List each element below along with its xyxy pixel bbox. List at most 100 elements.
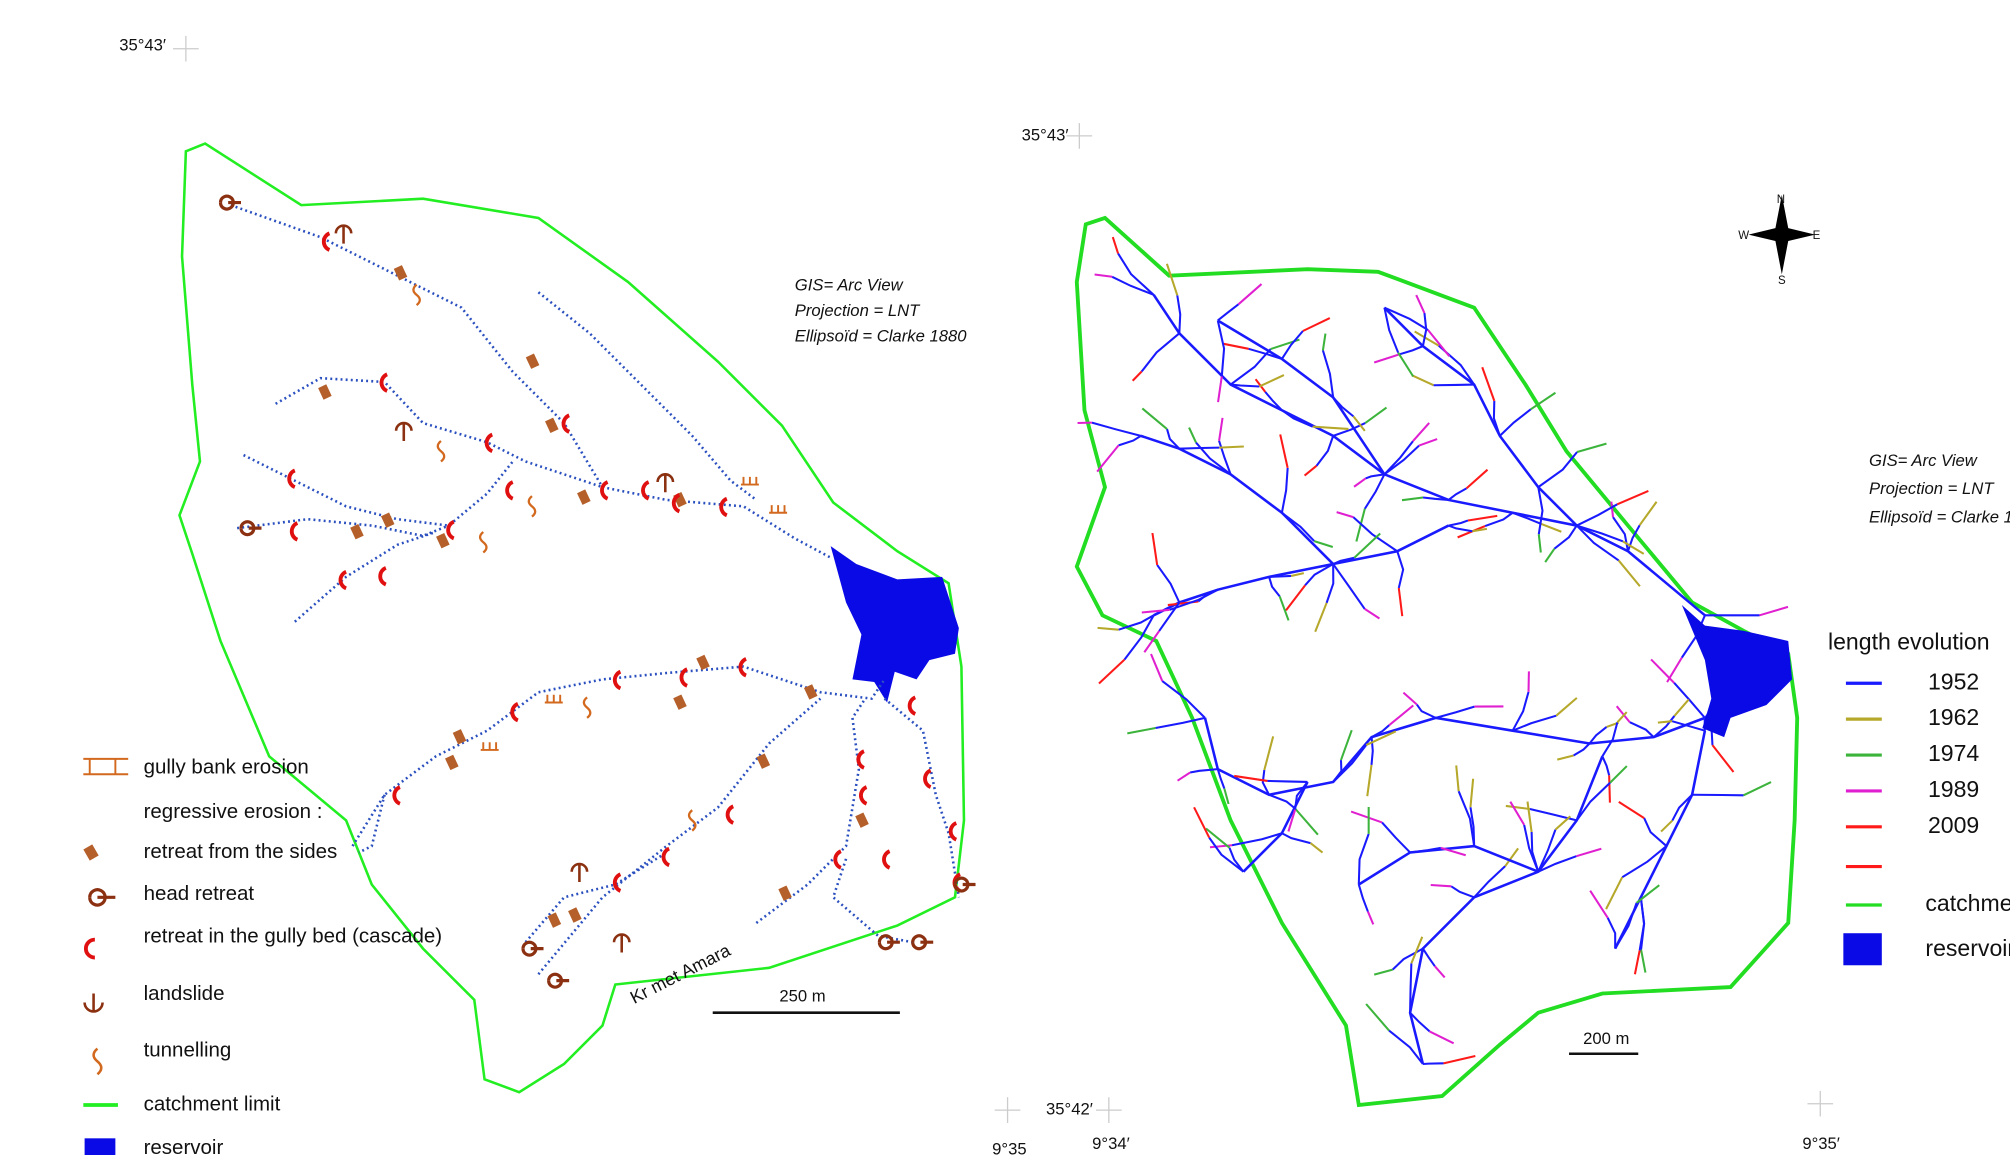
gully-branch [1399, 346, 1423, 354]
gully-extension [1374, 355, 1398, 363]
gully-branch [1554, 526, 1576, 549]
gully-1952 [1141, 436, 1333, 564]
gully-branch [1538, 487, 1542, 534]
cascade-retreat [340, 572, 346, 589]
legend-label: reservoir [144, 1136, 224, 1155]
legend-label: 1952 [1928, 668, 1979, 694]
gully-extension [1430, 1031, 1454, 1043]
gully-extension [1468, 516, 1497, 521]
gully-extension [1760, 607, 1788, 615]
gully-extension [1419, 439, 1437, 446]
legend: gully bank erosionregressive erosion :re… [144, 755, 443, 1155]
gully-extension [1219, 446, 1243, 447]
gully-branch [1640, 897, 1644, 950]
cascade-retreat [292, 523, 298, 540]
cascade-retreat [681, 669, 687, 686]
cascade-retreat [564, 415, 570, 432]
gully-extension [1098, 628, 1119, 630]
gully-extension [1545, 549, 1554, 562]
gully-branch [1439, 346, 1475, 385]
gully-branch [1157, 565, 1179, 603]
landslide [336, 226, 351, 244]
cascade-retreat [721, 499, 727, 516]
gully-branch [1119, 615, 1154, 629]
gully-extension [1354, 478, 1366, 486]
gis-notes: GIS= Arc View Projection = LNT Ellipsoïd… [795, 275, 967, 345]
gully-1952 [1384, 308, 1576, 526]
coord-label: 35°42′ [1046, 1100, 1093, 1119]
gully-extension [1337, 512, 1354, 517]
gully-extension [1224, 344, 1249, 349]
gully-branch [1449, 520, 1468, 525]
gully-extension [1178, 772, 1191, 780]
right-map: 35°43′ 35°42′ 9°34′ 9°35′ N E S W GIS= A… [995, 123, 2010, 1153]
legend-label: 2009 [1928, 812, 1979, 838]
legend-label: gully bank erosion [144, 755, 309, 778]
coord-label: 9°34′ [1092, 1134, 1130, 1153]
gully-extension [1444, 1056, 1476, 1063]
gully-extension [1315, 603, 1326, 632]
legend-label: 1962 [1928, 704, 1979, 730]
gully-branch [1353, 517, 1397, 551]
legend-label: catchment limit [144, 1092, 281, 1115]
legend-icons [83, 759, 128, 1155]
cascade-retreat [380, 568, 386, 585]
legend-label: landslide [144, 982, 225, 1005]
gully-extension [1099, 660, 1125, 684]
gully-extension [1286, 585, 1305, 610]
gully-extension [1189, 428, 1196, 443]
gully-1952 [1359, 846, 1538, 884]
bank-retreat [394, 265, 408, 280]
gully-extension [1506, 806, 1530, 809]
gully-extension [1310, 843, 1322, 852]
gully-extension [1389, 705, 1413, 725]
compass-letter: S [1778, 275, 1786, 287]
gully-branch [1674, 683, 1705, 718]
gully-extension [1611, 502, 1613, 518]
gully-extension [1577, 444, 1606, 452]
gully-branch [1384, 308, 1428, 330]
gully-extension [1635, 950, 1640, 974]
gully-branch [1327, 564, 1334, 603]
gully-branch [1142, 333, 1180, 371]
legend-label: 1989 [1928, 776, 1979, 802]
gully-extension [1218, 377, 1222, 403]
legend-label: reservoir [1925, 935, 2010, 961]
gully-extension [1472, 529, 1486, 531]
gully-branch [1384, 446, 1419, 475]
gully-branch [1267, 781, 1307, 782]
gully-branch [1282, 513, 1314, 541]
gully-branch [1449, 488, 1467, 500]
gully-extension [1341, 730, 1352, 760]
gully-extension [1305, 466, 1317, 476]
gully-branch [1434, 385, 1475, 386]
gully-branch [1282, 468, 1288, 513]
reservoir [831, 546, 959, 702]
gully-extension [1540, 524, 1561, 532]
note: Ellipsoïd = Clarke 18 [1869, 507, 2010, 526]
gully-1952 [1410, 756, 1602, 1064]
gully-branch [1179, 448, 1219, 449]
legend-label: 1974 [1928, 740, 1979, 766]
gully-branch [1644, 818, 1666, 846]
gully-network [1078, 237, 1788, 1064]
head-retreat [879, 936, 900, 949]
gully-branch [1384, 441, 1412, 474]
gully-branch [1449, 526, 1473, 532]
gully-branch [1410, 963, 1411, 1012]
cascade-retreat [507, 482, 513, 499]
cascade-retreat [643, 482, 649, 499]
gully-extension [1527, 802, 1531, 832]
compass: N E S W [1738, 194, 1820, 287]
gully-extension [1291, 573, 1304, 576]
gully-extension [1658, 721, 1672, 722]
gully-branch [1423, 949, 1435, 967]
gully-extension [1557, 756, 1573, 760]
gully-extension [1142, 408, 1167, 429]
coord-label: 9°35 [992, 1139, 1026, 1155]
landslide [658, 474, 673, 492]
gully-extension [1194, 807, 1209, 837]
head-retreat [220, 196, 241, 209]
head-retreat [913, 936, 934, 949]
gully-branch [1436, 707, 1475, 718]
